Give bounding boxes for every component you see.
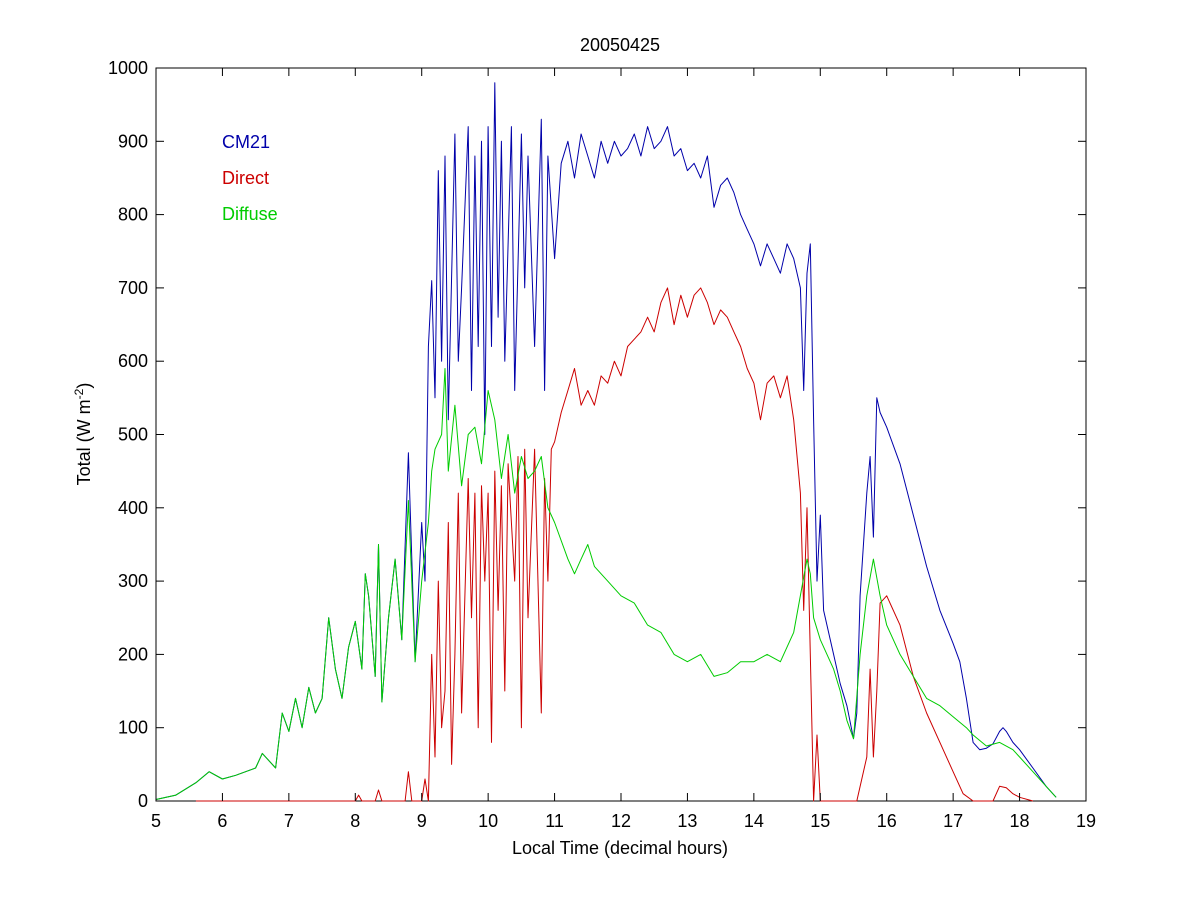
x-tick-label: 16 (877, 811, 897, 831)
x-tick-label: 8 (350, 811, 360, 831)
legend-entry-diffuse: Diffuse (222, 204, 278, 224)
y-tick-label: 0 (138, 791, 148, 811)
y-axis-label-main: Total (W m (74, 399, 94, 485)
plot-area: 5 6 7 8 9 10 11 12 13 14 15 16 17 18 19 0 100 200 300 400 50… (108, 58, 1096, 831)
x-tick-label: 7 (284, 811, 294, 831)
y-tick-label: 800 (118, 205, 148, 225)
x-tick-label: 12 (611, 811, 631, 831)
x-tick-label: 5 (151, 811, 161, 831)
legend: CM21 Direct Diffuse (222, 132, 278, 224)
x-tick-label: 13 (677, 811, 697, 831)
y-tick-label: 600 (118, 351, 148, 371)
y-tick-label: 500 (118, 425, 148, 445)
x-tick-label: 17 (943, 811, 963, 831)
x-tick-label: 6 (217, 811, 227, 831)
x-tick-label: 15 (810, 811, 830, 831)
legend-entry-cm21: CM21 (222, 132, 270, 152)
y-tick-label: 700 (118, 278, 148, 298)
x-axis-label: Local Time (decimal hours) (512, 838, 728, 858)
y-axis-label-superscript: -2 (72, 388, 86, 399)
series-layer (155, 82, 1057, 802)
y-tick-label: 400 (118, 498, 148, 518)
x-tick-label: 14 (744, 811, 764, 831)
y-tick-label: 200 (118, 644, 148, 664)
series-line-diffuse (155, 368, 1057, 800)
x-tick-label: 9 (417, 811, 427, 831)
chart-title: 20050425 (580, 35, 660, 55)
x-tick-label: 10 (478, 811, 498, 831)
y-tick-label: 300 (118, 571, 148, 591)
y-tick-label: 900 (118, 131, 148, 151)
tick-layer: 5 6 7 8 9 10 11 12 13 14 15 16 17 18 19 0 100 200 300 400 50… (108, 58, 1096, 831)
y-axis-label-close: ) (74, 383, 94, 389)
legend-entry-direct: Direct (222, 168, 269, 188)
series-line-direct (195, 287, 1034, 802)
y-tick-label: 1000 (108, 58, 148, 78)
x-tick-label: 19 (1076, 811, 1096, 831)
y-tick-label: 100 (118, 718, 148, 738)
x-tick-label: 18 (1010, 811, 1030, 831)
y-axis-label: Total (W m-2) (72, 383, 94, 486)
x-tick-label: 11 (545, 811, 564, 831)
